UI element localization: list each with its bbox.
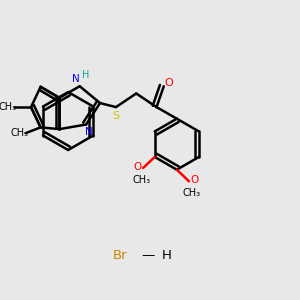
Text: O: O [165,78,173,88]
Text: CH₃: CH₃ [183,188,201,199]
Text: S: S [112,111,119,121]
Text: H: H [162,249,172,262]
Text: N: N [85,127,93,137]
Text: H: H [82,70,89,80]
Text: O: O [134,162,142,172]
Text: CH₃: CH₃ [133,175,151,185]
Text: CH₃: CH₃ [10,128,28,138]
Text: Br: Br [113,249,127,262]
Text: N: N [72,74,80,84]
Text: —: — [141,249,154,262]
Text: CH₃: CH₃ [0,102,17,112]
Text: O: O [190,175,198,185]
